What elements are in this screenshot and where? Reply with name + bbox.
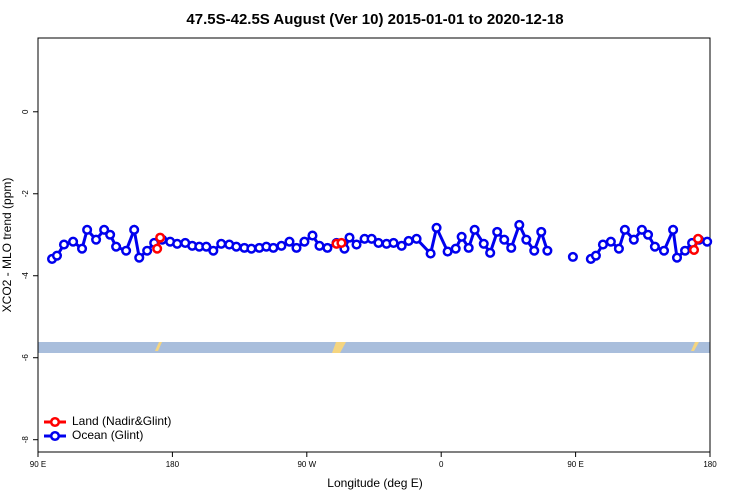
x-tick-label: 90 E xyxy=(30,460,46,469)
point xyxy=(246,243,257,254)
point xyxy=(276,240,287,251)
point xyxy=(680,245,691,256)
point xyxy=(388,237,399,249)
point xyxy=(51,250,63,261)
point xyxy=(628,234,639,245)
y-tick-label: -2 xyxy=(21,190,30,198)
point xyxy=(336,237,347,249)
legend-marker xyxy=(49,430,61,442)
point xyxy=(469,224,480,235)
point xyxy=(99,224,110,235)
point xyxy=(671,252,683,263)
x-tick-label: 90 W xyxy=(297,460,316,469)
y-tick-label: -4 xyxy=(21,272,30,280)
point xyxy=(636,224,647,235)
point xyxy=(172,238,183,249)
point xyxy=(542,245,553,256)
point xyxy=(411,233,422,244)
surface-strip xyxy=(38,342,710,353)
point xyxy=(693,233,704,244)
point xyxy=(499,234,510,245)
point xyxy=(201,241,212,252)
ocean-strip xyxy=(38,342,710,353)
point xyxy=(129,224,140,235)
point xyxy=(456,231,467,242)
point xyxy=(396,240,407,251)
point xyxy=(514,219,525,230)
point xyxy=(403,235,414,246)
point xyxy=(658,245,670,256)
x-tick-label: 90 E xyxy=(567,460,583,469)
x-tick-label: 180 xyxy=(703,460,717,469)
point xyxy=(463,242,474,253)
point xyxy=(668,224,679,235)
point xyxy=(431,222,442,233)
point xyxy=(155,232,166,243)
chart-title: 47.5S-42.5S August (Ver 10) 2015-01-01 t… xyxy=(186,11,563,28)
point xyxy=(597,239,608,250)
point xyxy=(425,248,436,259)
point xyxy=(91,234,102,245)
y-tick-label: 0 xyxy=(21,109,30,114)
x-axis-label: Longitude (deg E) xyxy=(327,476,422,490)
legend-label: Land (Nadir&Glint) xyxy=(72,414,171,428)
point xyxy=(291,242,302,253)
land-patch xyxy=(691,342,699,351)
point xyxy=(506,242,517,253)
point xyxy=(142,245,153,256)
land-patch xyxy=(332,342,346,353)
point xyxy=(314,240,325,251)
point xyxy=(121,245,132,256)
point xyxy=(299,236,310,247)
point xyxy=(216,238,227,249)
point xyxy=(231,241,242,252)
land-patch xyxy=(155,342,162,351)
point xyxy=(322,242,333,253)
point xyxy=(152,243,163,254)
x-tick-label: 180 xyxy=(166,460,180,469)
point xyxy=(492,226,503,237)
point xyxy=(208,245,219,256)
point xyxy=(373,237,384,249)
y-tick-label: -6 xyxy=(21,354,30,362)
point xyxy=(529,245,540,256)
point xyxy=(450,243,461,254)
point xyxy=(605,236,616,247)
point xyxy=(82,224,93,235)
point xyxy=(344,232,355,243)
point xyxy=(478,238,489,249)
point xyxy=(351,239,362,250)
legend-marker xyxy=(49,416,61,428)
point xyxy=(268,242,279,253)
point xyxy=(702,236,713,247)
point xyxy=(485,247,496,258)
point xyxy=(567,251,578,262)
point xyxy=(613,243,624,254)
point xyxy=(58,239,70,250)
y-tick-label: -8 xyxy=(21,436,30,444)
point xyxy=(642,229,654,240)
x-tick-label: 0 xyxy=(439,460,444,469)
point xyxy=(649,241,660,252)
point xyxy=(111,241,122,252)
point xyxy=(307,230,318,241)
point xyxy=(536,226,547,237)
point xyxy=(590,250,601,261)
point xyxy=(134,252,145,263)
point xyxy=(105,229,116,240)
point xyxy=(284,236,295,247)
point xyxy=(77,243,88,254)
point xyxy=(442,246,453,257)
point xyxy=(521,234,532,245)
point xyxy=(366,233,377,244)
legend-label: Ocean (Glint) xyxy=(72,428,143,442)
point xyxy=(688,244,700,255)
point xyxy=(619,224,630,235)
y-axis-label: XCO2 - MLO trend (ppm) xyxy=(0,178,14,313)
point xyxy=(68,236,79,247)
